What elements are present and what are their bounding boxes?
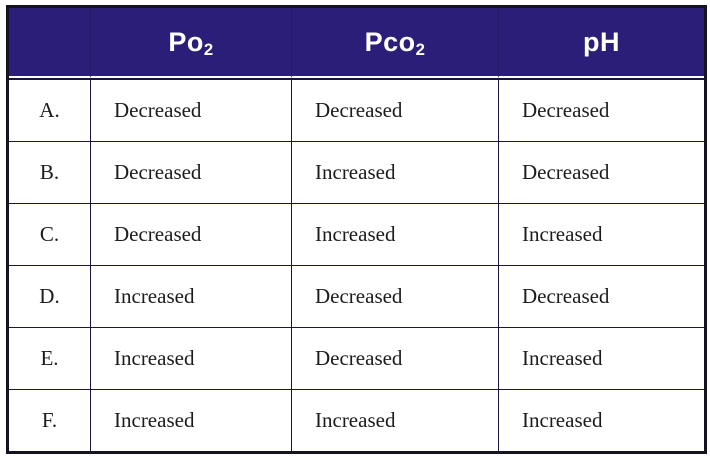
value-cell-po2: Decreased <box>91 78 292 142</box>
value-cell-pco2: Increased <box>292 204 499 266</box>
po2-header-label: Po <box>168 26 204 57</box>
value-cell-pco2: Decreased <box>292 266 499 328</box>
value-cell-pco2: Decreased <box>292 328 499 390</box>
value-cell-po2: Increased <box>91 328 292 390</box>
value-cell-pco2: Decreased <box>292 78 499 142</box>
row-label-e: E. <box>9 328 91 390</box>
pco2-subscript: 2 <box>415 39 426 59</box>
header-row: Po2 Pco2 pH <box>9 8 704 78</box>
row-label-c: C. <box>9 204 91 266</box>
value-cell-po2: Increased <box>91 266 292 328</box>
corner-cell <box>9 8 91 78</box>
table-row-b: B. Decreased Increased Decreased <box>9 142 704 204</box>
value-cell-ph: Increased <box>499 204 704 266</box>
value-cell-po2: Increased <box>91 390 292 451</box>
pco2-header-label: Pco <box>364 26 416 57</box>
table-row-e: E. Increased Decreased Increased <box>9 328 704 390</box>
row-label-a: A. <box>9 78 91 142</box>
value-cell-ph: Decreased <box>499 142 704 204</box>
column-header-ph: pH <box>499 8 704 78</box>
table-row-f: F. Increased Increased Increased <box>9 390 704 451</box>
column-header-po2: Po2 <box>91 8 292 78</box>
answer-options-table: Po2 Pco2 pH A. Decreased Decreased Decre… <box>6 5 707 454</box>
value-cell-po2: Decreased <box>91 204 292 266</box>
row-label-d: D. <box>9 266 91 328</box>
value-cell-ph: Increased <box>499 390 704 451</box>
value-cell-po2: Decreased <box>91 142 292 204</box>
ph-header-label: pH <box>583 26 620 57</box>
value-cell-ph: Increased <box>499 328 704 390</box>
value-cell-ph: Decreased <box>499 78 704 142</box>
value-cell-pco2: Increased <box>292 142 499 204</box>
row-label-f: F. <box>9 390 91 451</box>
column-header-pco2: Pco2 <box>292 8 499 78</box>
value-cell-pco2: Increased <box>292 390 499 451</box>
table-row-c: C. Decreased Increased Increased <box>9 204 704 266</box>
row-label-b: B. <box>9 142 91 204</box>
value-cell-ph: Decreased <box>499 266 704 328</box>
po2-subscript: 2 <box>203 39 214 59</box>
table-row-a: A. Decreased Decreased Decreased <box>9 78 704 142</box>
table-row-d: D. Increased Decreased Decreased <box>9 266 704 328</box>
